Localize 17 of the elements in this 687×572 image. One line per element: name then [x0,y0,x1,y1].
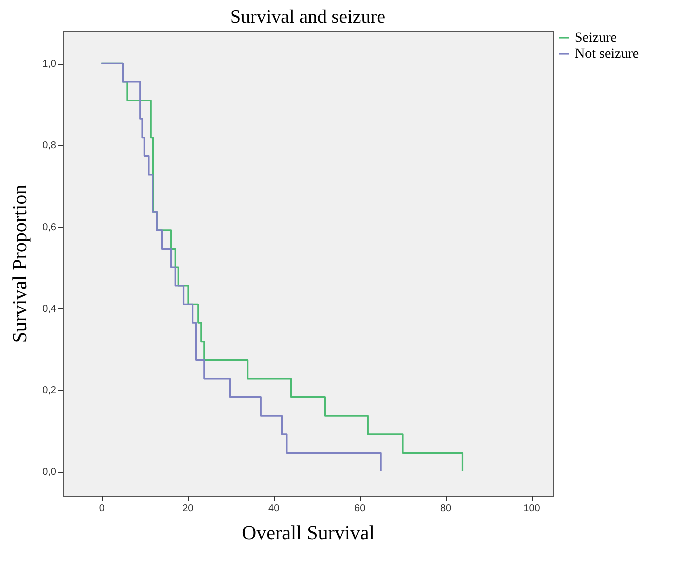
y-tick-label: 0,2 [42,385,57,396]
legend-label: Seizure [575,31,617,46]
y-tick-label: 1,0 [42,59,57,70]
y-tick-label: 0,6 [42,222,57,234]
x-tick-label: 60 [354,504,366,514]
y-tick-label: 0,4 [42,304,57,315]
y-tick-label: 0,0 [42,467,57,478]
x-axis-title: Overall Survival [242,522,376,544]
x-tick-label: 0 [99,504,106,514]
x-tick-label: 20 [182,504,194,514]
legend-label: Not seizure [575,47,640,62]
x-tick-label: 80 [440,504,452,514]
chart-title: Survival and seizure [230,7,386,28]
x-tick-label: 100 [524,504,541,514]
y-axis-title: Survival Proportion [10,184,32,344]
x-tick-label: 40 [268,504,280,514]
y-tick-label: 0,8 [42,140,57,152]
